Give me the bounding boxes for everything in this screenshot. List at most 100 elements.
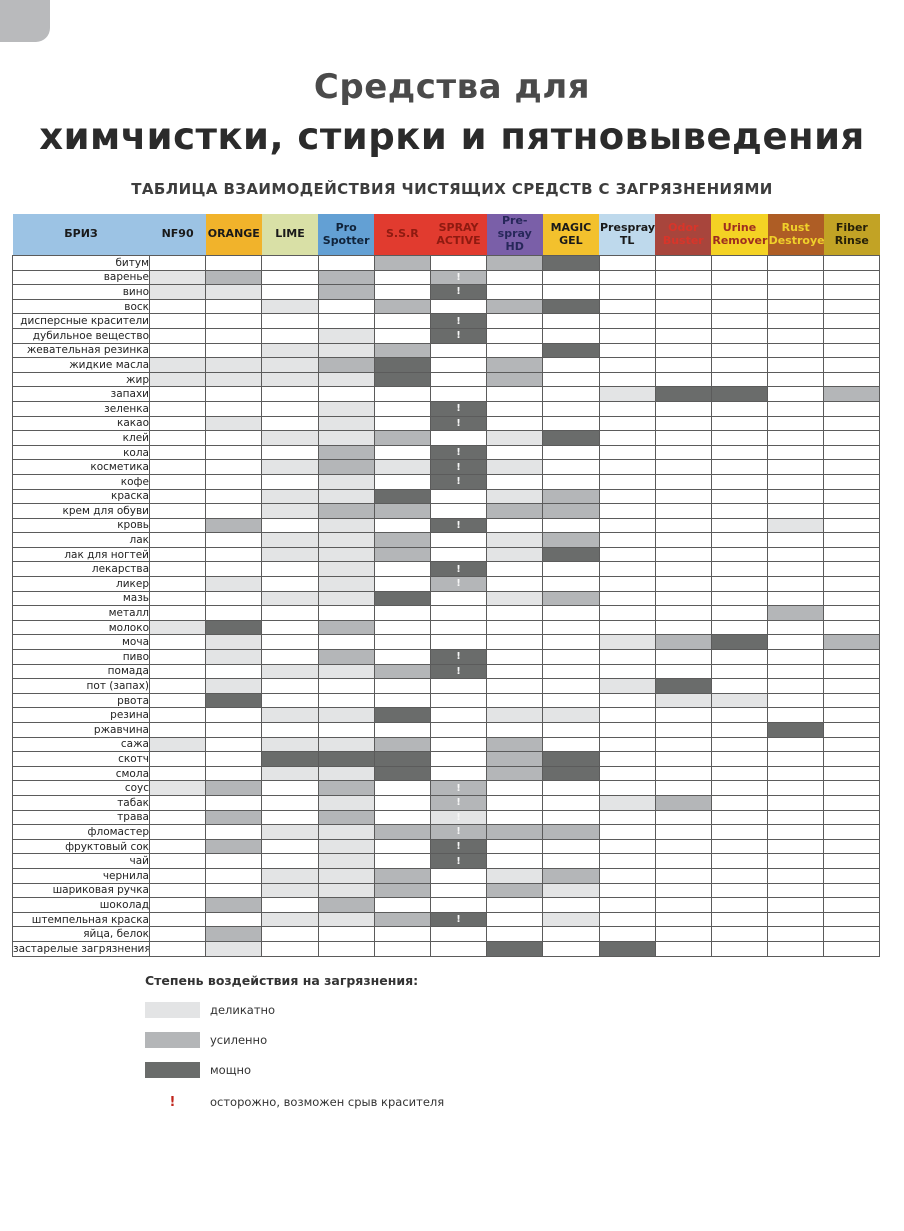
grid-cell bbox=[823, 400, 881, 417]
table-row: пиво! bbox=[12, 649, 881, 665]
row-label: дисперсные красители bbox=[12, 313, 150, 329]
grid-cell bbox=[317, 298, 375, 315]
grid-cell bbox=[486, 736, 544, 753]
table-row: фломастер! bbox=[12, 824, 881, 840]
row-label: жир bbox=[12, 371, 150, 388]
grid-cell bbox=[767, 751, 825, 767]
legend-swatch-powerful bbox=[145, 1061, 200, 1078]
grid-cell bbox=[823, 722, 881, 738]
grid-cell bbox=[148, 357, 207, 373]
grid-cell bbox=[598, 765, 656, 782]
grid-cell bbox=[598, 269, 656, 286]
grid-cell: ! bbox=[429, 327, 488, 344]
grid-cell bbox=[767, 444, 825, 461]
grid-cell bbox=[542, 488, 600, 505]
grid-cell bbox=[598, 444, 656, 461]
grid-cell bbox=[710, 561, 769, 578]
grid-cell bbox=[261, 342, 319, 359]
grid-cell bbox=[598, 605, 656, 621]
grid-cell bbox=[317, 853, 375, 869]
grid-cell bbox=[373, 503, 431, 519]
legend-swatch-delicate bbox=[145, 1001, 200, 1018]
grid-cell bbox=[710, 619, 769, 636]
grid-cell bbox=[542, 634, 600, 651]
grid-cell bbox=[767, 342, 825, 359]
grid-cell bbox=[205, 327, 263, 344]
grid-cell: ! bbox=[429, 809, 488, 826]
grid-cell bbox=[823, 371, 881, 388]
grid-cell bbox=[317, 269, 375, 286]
grid-cell: ! bbox=[429, 459, 488, 475]
grid-cell bbox=[710, 430, 769, 446]
grid-cell bbox=[654, 911, 712, 928]
grid-cell bbox=[823, 269, 881, 286]
grid-cell bbox=[373, 269, 431, 286]
grid-cell bbox=[823, 926, 881, 942]
grid-cell bbox=[767, 794, 825, 811]
grid-cell bbox=[261, 459, 319, 475]
grid-cell bbox=[486, 663, 544, 680]
grid-cell bbox=[767, 707, 825, 723]
grid-cell bbox=[767, 926, 825, 942]
grid-cell bbox=[598, 327, 656, 344]
grid-cell bbox=[486, 488, 544, 505]
grid-cell bbox=[317, 488, 375, 505]
grid-cell bbox=[598, 400, 656, 417]
grid-cell: ! bbox=[429, 649, 488, 665]
grid-cell bbox=[486, 911, 544, 928]
grid-cell bbox=[373, 444, 431, 461]
row-label: кола bbox=[12, 444, 150, 461]
row-label: яйца, белок bbox=[12, 926, 150, 942]
grid-cell bbox=[654, 503, 712, 519]
grid-cell bbox=[205, 926, 263, 942]
grid-cell bbox=[598, 430, 656, 446]
grid-cell bbox=[654, 561, 712, 578]
grid-cell bbox=[317, 736, 375, 753]
grid-cell bbox=[598, 736, 656, 753]
grid-cell bbox=[654, 386, 712, 402]
grid-cell bbox=[261, 722, 319, 738]
grid-cell bbox=[654, 488, 712, 505]
grid-cell bbox=[710, 605, 769, 621]
grid-cell: ! bbox=[429, 853, 488, 869]
grid-cell bbox=[429, 503, 488, 519]
grid-cell bbox=[542, 313, 600, 329]
table-row: лекарства! bbox=[12, 561, 881, 578]
grid-cell bbox=[486, 867, 544, 884]
row-label: воск bbox=[12, 298, 150, 315]
grid-cell bbox=[710, 576, 769, 592]
grid-cell bbox=[261, 605, 319, 621]
grid-cell bbox=[767, 576, 825, 592]
grid-cell bbox=[261, 546, 319, 563]
grid-cell bbox=[823, 634, 881, 651]
grid-cell bbox=[767, 809, 825, 826]
row-label: запахи bbox=[12, 386, 150, 402]
grid-cell bbox=[261, 357, 319, 373]
grid-cell bbox=[148, 473, 207, 490]
grid-cell bbox=[373, 853, 431, 869]
grid-cell bbox=[598, 678, 656, 694]
dye-warning-icon: ! bbox=[456, 286, 461, 298]
grid-cell bbox=[205, 503, 263, 519]
grid-cell bbox=[542, 342, 600, 359]
grid-cell bbox=[542, 415, 600, 432]
grid-cell bbox=[767, 867, 825, 884]
grid-cell: ! bbox=[429, 794, 488, 811]
grid-cell bbox=[205, 576, 263, 592]
table-row: вино! bbox=[12, 284, 881, 300]
grid-cell bbox=[373, 357, 431, 373]
grid-cell bbox=[317, 357, 375, 373]
grid-cell bbox=[598, 459, 656, 475]
grid-cell bbox=[373, 255, 431, 271]
dye-warning-icon: ! bbox=[456, 461, 461, 473]
grid-cell bbox=[598, 357, 656, 373]
grid-cell bbox=[710, 882, 769, 899]
grid-cell bbox=[598, 940, 656, 957]
grid-cell bbox=[710, 765, 769, 782]
grid-cell bbox=[767, 459, 825, 475]
grid-cell bbox=[823, 298, 881, 315]
dye-warning-icon: ! bbox=[456, 578, 461, 590]
grid-cell bbox=[710, 415, 769, 432]
grid-cell bbox=[654, 940, 712, 957]
grid-cell bbox=[598, 532, 656, 548]
